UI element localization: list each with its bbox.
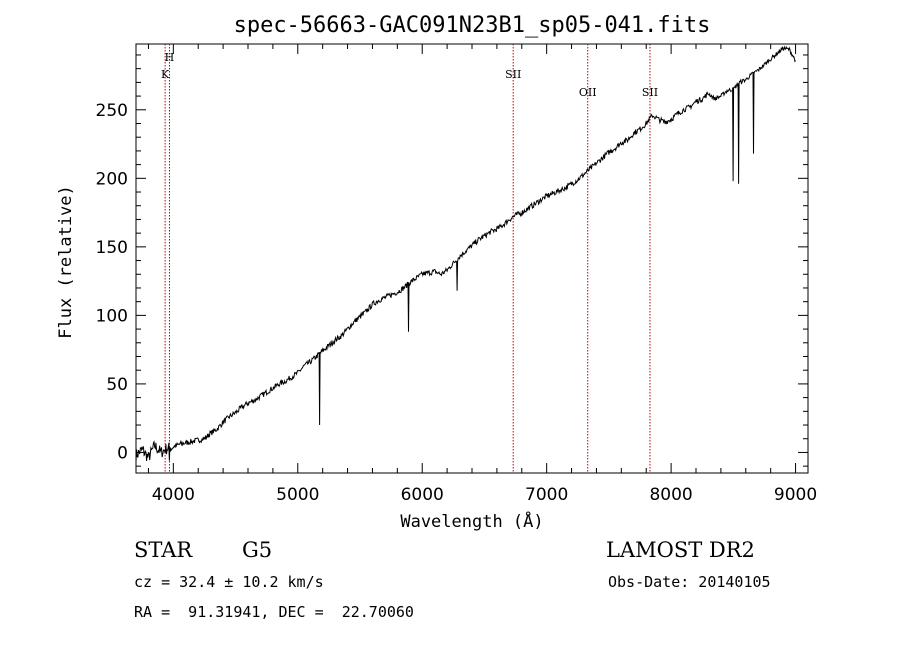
object-type: STAR — [134, 538, 193, 562]
y-tick-label: 250 — [96, 101, 128, 121]
x-tick-label: 7000 — [525, 485, 568, 505]
data-release: LAMOST DR2 — [606, 538, 755, 562]
x-tick-label: 5000 — [276, 485, 319, 505]
y-tick-label: 150 — [96, 238, 128, 258]
ref-line-label: H — [165, 51, 175, 64]
plot-frame — [135, 43, 809, 474]
chart-title: spec-56663-GAC091N23B1_sp05-041.fits — [234, 13, 711, 38]
y-tick-label: 100 — [96, 306, 128, 326]
y-tick-label: 50 — [106, 375, 128, 395]
x-tick-label: 4000 — [152, 485, 195, 505]
y-tick-label: 0 — [117, 443, 128, 463]
spectrum-series — [135, 45, 796, 462]
redshift-line: cz = 32.4 ± 10.2 km/s — [134, 573, 324, 591]
ref-line-label: K — [161, 68, 170, 81]
subclass: G5 — [242, 538, 273, 562]
ref-line-label: SII — [505, 68, 521, 81]
reference-lines: KH SII OII SII — [161, 44, 658, 473]
axes: 4000 5000 6000 7000 8000 9000 0 50 100 150 200 250 — [96, 44, 817, 505]
y-axis-label: Flux (relative) — [56, 185, 76, 339]
ref-line-label: SII — [642, 86, 658, 99]
spectrum-line — [135, 45, 796, 462]
coordinates-line: RA = 91.31941, DEC = 22.70060 — [134, 603, 414, 621]
x-tick-label: 8000 — [649, 485, 692, 505]
x-tick-label: 9000 — [774, 485, 817, 505]
y-tick-label: 200 — [96, 169, 128, 189]
obs-date-line: Obs-Date: 20140105 — [608, 573, 771, 591]
x-axis-label: Wavelength (Å) — [400, 510, 543, 532]
ref-line-label: OII — [579, 86, 597, 99]
x-tick-label: 6000 — [401, 485, 444, 505]
